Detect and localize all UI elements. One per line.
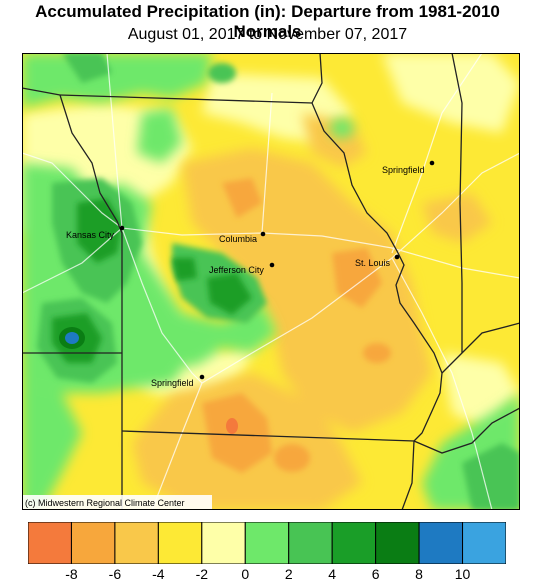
legend-tick-label: 6 [371, 566, 380, 582]
legend-swatch [201, 522, 246, 564]
city-kansas-city: Kansas City [66, 225, 125, 240]
city-springfield-mo: Springfield [151, 374, 205, 388]
legend-tick-label: 10 [454, 566, 471, 582]
city-label: St. Louis [355, 258, 391, 268]
max-deficit-spot [226, 418, 238, 434]
state-borders [22, 53, 520, 510]
city-label: Springfield [151, 378, 194, 388]
city-label: Jefferson City [209, 265, 264, 275]
legend-swatch [418, 522, 464, 564]
city-st-louis: St. Louis [355, 254, 400, 268]
legend-swatch [28, 522, 72, 564]
legend-tick-label: 2 [284, 566, 293, 582]
orange-regions [202, 178, 391, 473]
color-legend [28, 522, 506, 564]
dark-green-regions [52, 198, 252, 363]
credit-box [22, 495, 212, 510]
legend-swatch [244, 522, 290, 564]
legend-tick-labels: -8 -6 -4 -2 0 2 4 6 8 10 [0, 566, 535, 582]
legend-tick-label: 8 [415, 566, 423, 582]
legend-tick-label: -2 [195, 566, 209, 582]
credit-text: (c) Midwestern Regional Climate Center [25, 498, 185, 508]
legend-swatch [462, 522, 506, 564]
legend-swatch [375, 522, 420, 564]
legend-swatch [331, 522, 377, 564]
city-jefferson-city: Jefferson City [209, 262, 275, 275]
precipitation-map: Springfield Kansas City Columbia Jeffers… [22, 53, 520, 510]
legend-swatch [288, 522, 333, 564]
legend-swatch [70, 522, 116, 564]
city-springfield-il: Springfield [382, 160, 435, 175]
legend-tick-label: -8 [65, 566, 78, 582]
city-label: Columbia [219, 234, 257, 244]
legend-tick-label: 0 [241, 566, 250, 582]
legend-swatch [114, 522, 159, 564]
legend-swatch [157, 522, 203, 564]
legend-tick-label: -4 [152, 566, 165, 582]
map-frame [22, 53, 520, 510]
city-columbia: Columbia [219, 231, 266, 244]
map-subtitle: August 01, 2017 to November 07, 2017 [127, 26, 408, 43]
city-label: Springfield [382, 165, 425, 175]
city-label: Kansas City [66, 230, 115, 240]
legend-tick-label: 4 [328, 566, 337, 582]
map-title: Accumulated Precipitation (in): Departur… [35, 2, 500, 41]
max-surplus-spot [65, 332, 79, 344]
legend-tick-label: -6 [108, 566, 122, 582]
